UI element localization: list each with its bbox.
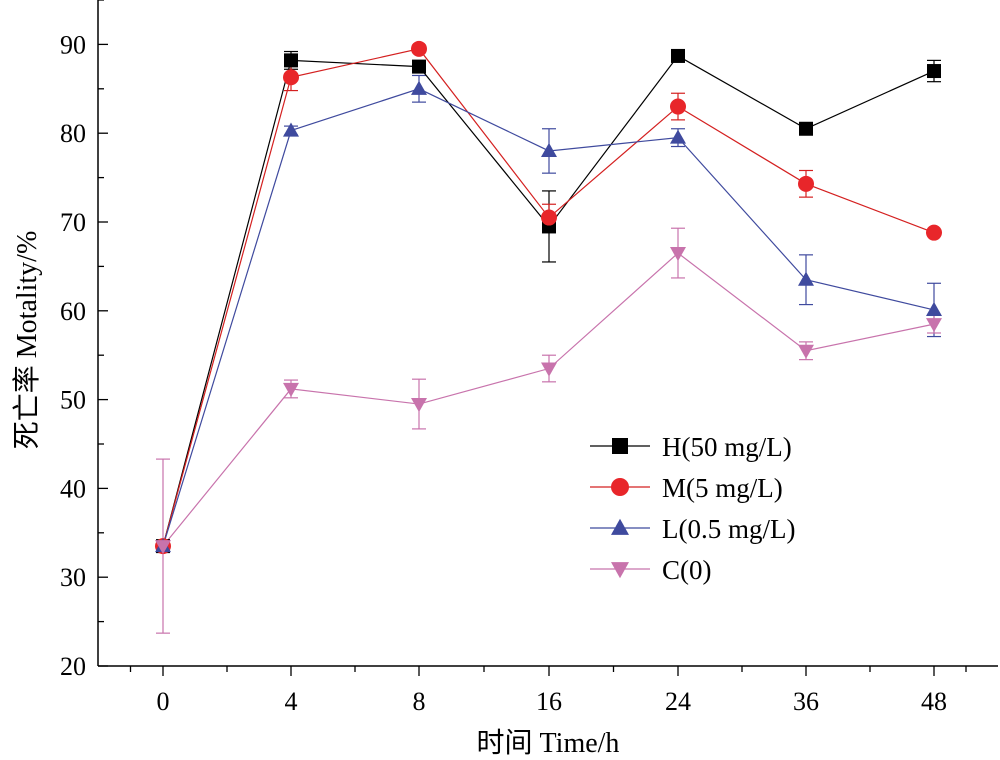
data-point [799,121,813,136]
data-point [411,80,427,95]
series-lines [162,48,935,547]
data-point [541,362,557,377]
y-axis-title: 死亡率 Motality/% [11,231,43,450]
legend-label: L(0.5 mg/L) [662,514,795,544]
data-point [798,175,814,192]
legend-marker [611,562,629,579]
legend-label: H(50 mg/L) [662,432,792,462]
x-tick-label: 4 [285,687,298,716]
data-point [283,382,299,397]
axes [97,0,998,676]
data-point [798,344,814,359]
data-point [670,247,686,262]
legend: H(50 mg/L) M(5 mg/L) L(0.5 mg/L) C(0) [590,432,795,585]
data-point [155,540,171,555]
data-point [926,224,942,241]
data-point [926,301,942,316]
legend-marker [611,518,629,535]
x-tick-label: 8 [413,687,426,716]
y-tick-label: 60 [60,297,86,326]
data-point [541,209,557,226]
y-tick-label: 30 [60,563,86,592]
data-point [670,98,686,115]
data-point [671,48,685,63]
y-tick-label: 50 [60,386,86,415]
data-point [927,64,941,79]
x-tick-label: 36 [793,687,819,716]
data-point [284,53,298,68]
y-tick-label: 40 [60,474,86,503]
data-point [412,59,426,74]
y-tick-label: 20 [60,652,86,681]
y-tick-label: 90 [60,30,86,59]
x-tick-label: 48 [921,687,947,716]
y-tick-label: 70 [60,208,86,237]
legend-label: C(0) [662,555,712,585]
error-bars [156,44,941,634]
series-line [162,252,935,547]
x-axis-title: 时间 Time/h [477,727,620,759]
legend-marker [611,478,629,496]
data-point [798,271,814,286]
legend-marker [612,438,628,454]
series-markers [155,40,942,555]
data-point [283,69,299,86]
data-point [926,318,942,333]
x-tick-label: 16 [536,687,562,716]
data-point [670,129,686,144]
data-point [411,398,427,413]
data-point [541,142,557,157]
data-point [283,122,299,137]
legend-label: M(5 mg/L) [662,473,783,503]
data-point [411,40,427,57]
x-tick-label: 24 [665,687,691,716]
y-tick-label: 80 [60,119,86,148]
x-tick-label: 0 [157,687,170,716]
